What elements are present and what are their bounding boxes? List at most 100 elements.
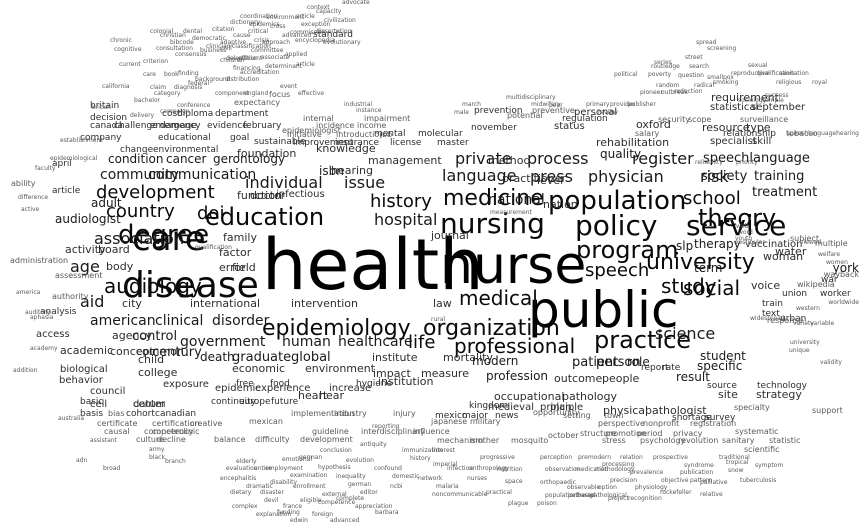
cloud-word: treatment xyxy=(752,186,817,199)
cloud-word: enrollment xyxy=(293,484,326,490)
cloud-word: decline xyxy=(157,436,186,444)
cloud-word: american xyxy=(90,314,156,328)
cloud-word: business xyxy=(200,48,226,54)
cloud-word: science xyxy=(655,326,715,342)
cloud-word: disaster xyxy=(260,490,284,496)
cloud-word: profession xyxy=(486,370,548,382)
cloud-word: audiologist xyxy=(55,213,121,225)
cloud-word: symptom xyxy=(755,463,783,469)
cloud-word: multidisciplinary xyxy=(506,95,556,101)
cloud-word: future xyxy=(271,398,298,407)
cloud-word: pathology xyxy=(562,391,617,402)
cloud-word: current xyxy=(119,62,141,68)
cloud-word: journal xyxy=(431,230,469,241)
cloud-word: noncommunicable xyxy=(432,492,487,498)
cloud-word: royal xyxy=(812,80,827,86)
cloud-word: british xyxy=(92,105,111,111)
cloud-word: chronic xyxy=(110,38,132,44)
cloud-word: causal xyxy=(104,428,130,436)
cloud-word: study xyxy=(661,276,716,296)
cloud-word: success xyxy=(765,93,788,99)
cloud-word: viewed xyxy=(800,240,821,246)
cloud-word: death xyxy=(200,351,235,363)
cloud-word: prospective xyxy=(653,455,688,461)
cloud-word: environmental xyxy=(153,146,218,155)
cloud-word: cross xyxy=(270,24,286,30)
cloud-word: space xyxy=(505,479,523,485)
cloud-word: bachelor xyxy=(134,98,160,104)
cloud-word: europe xyxy=(239,398,271,407)
cloud-word: poison xyxy=(537,501,557,507)
cloud-word: union xyxy=(782,290,807,299)
cloud-word: institute xyxy=(372,352,418,363)
cloud-word: reproductive xyxy=(731,71,769,77)
cloud-word: basic xyxy=(80,398,103,407)
cloud-word: event xyxy=(280,84,297,90)
cloud-word: november xyxy=(471,124,517,133)
cloud-word: income xyxy=(357,122,386,130)
cloud-word: expectancy xyxy=(234,99,280,107)
cloud-word: common xyxy=(136,346,184,357)
cloud-word: children xyxy=(220,58,244,64)
cloud-word: statistic xyxy=(769,437,801,445)
cloud-word: context xyxy=(307,5,330,11)
cloud-word: malaria xyxy=(436,484,459,490)
cloud-word: difficulty xyxy=(255,436,290,444)
cloud-word: effective xyxy=(298,91,324,97)
cloud-word: establishment xyxy=(60,138,103,144)
cloud-word: standard xyxy=(313,31,353,40)
cloud-word: practitioner xyxy=(502,173,566,184)
cloud-word: family xyxy=(223,232,257,243)
cloud-word: management xyxy=(368,155,442,166)
cloud-word: care xyxy=(143,72,156,78)
cloud-word: critical xyxy=(248,29,268,35)
cloud-word: cognitive xyxy=(114,47,142,53)
cloud-word: pioneer xyxy=(640,90,663,96)
cloud-word: welfare xyxy=(818,252,840,258)
cloud-word: specialty xyxy=(734,404,770,412)
cloud-word: epidemiological xyxy=(50,156,97,162)
cloud-word: security xyxy=(658,116,690,124)
cloud-word: german xyxy=(348,482,371,488)
cloud-word: option xyxy=(598,485,617,491)
cloud-word: prevention xyxy=(474,107,523,116)
cloud-word: introduction xyxy=(336,131,384,139)
cloud-word: training xyxy=(754,170,804,183)
cloud-word: mexican xyxy=(249,418,283,426)
cloud-word: inequality xyxy=(336,474,366,480)
cloud-word: progressive xyxy=(480,455,515,461)
cloud-word: history xyxy=(370,193,432,211)
cloud-word: black xyxy=(149,455,165,461)
cloud-word: train xyxy=(762,300,783,309)
cloud-word: vestibular xyxy=(735,240,765,246)
cloud-word: variable xyxy=(810,321,834,327)
cloud-word: search xyxy=(689,64,709,70)
cloud-word: mosquito xyxy=(511,437,548,445)
cloud-word: palliative xyxy=(700,480,727,486)
cloud-word: insurance xyxy=(335,139,379,148)
cloud-word: city xyxy=(122,298,142,309)
cloud-word: registration xyxy=(690,420,736,428)
cloud-word: army xyxy=(149,447,164,453)
cloud-word: confound xyxy=(374,466,402,472)
cloud-word: salary xyxy=(635,130,659,138)
cloud-word: street xyxy=(685,55,703,61)
cloud-word: competence xyxy=(318,500,355,506)
cloud-word: distribution xyxy=(225,77,259,83)
cloud-word: question xyxy=(678,73,704,79)
cloud-word: priority xyxy=(736,160,758,166)
cloud-word: relationship xyxy=(723,130,776,139)
cloud-word: history xyxy=(410,456,431,462)
cloud-word: infectious xyxy=(276,190,325,200)
cloud-word: instance xyxy=(356,108,381,114)
cloud-word: rockefeller xyxy=(660,490,692,496)
cloud-word: academy xyxy=(30,346,58,352)
cloud-word: environment xyxy=(305,363,375,374)
cloud-word: development xyxy=(300,436,353,444)
cloud-word: systematic xyxy=(735,428,779,436)
cloud-word: college xyxy=(138,367,177,378)
cloud-word: scope xyxy=(688,116,711,124)
cloud-word: traditional xyxy=(719,455,750,461)
cloud-word: interest xyxy=(432,448,455,454)
